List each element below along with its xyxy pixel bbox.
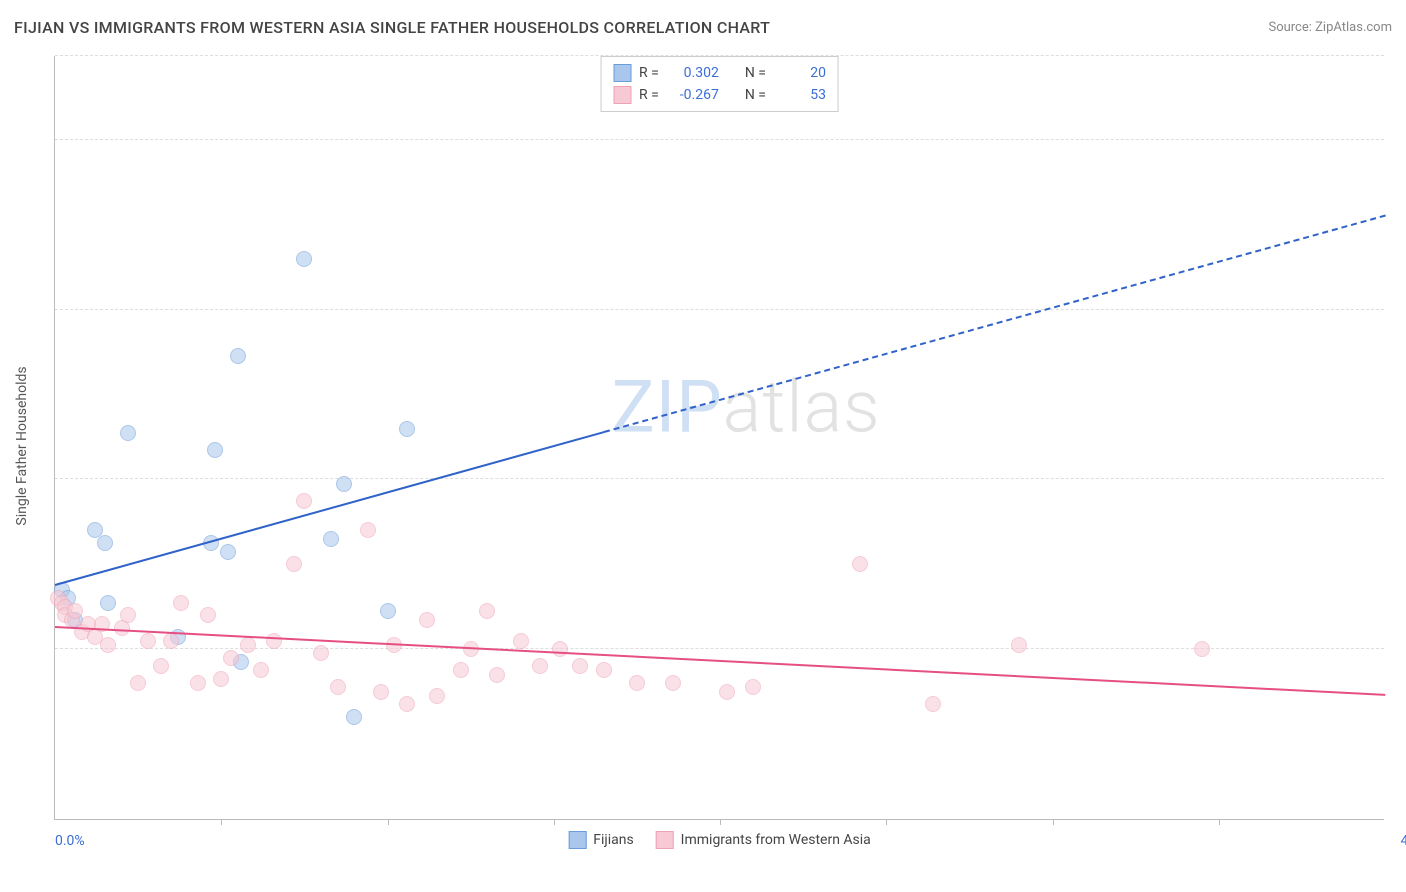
data-point xyxy=(429,688,445,704)
x-tick xyxy=(720,819,721,825)
data-point xyxy=(629,675,645,691)
data-point xyxy=(399,421,415,437)
legend-swatch xyxy=(613,86,631,104)
legend-r-label: R = xyxy=(639,87,659,103)
data-point xyxy=(346,709,362,725)
gridline xyxy=(55,139,1384,140)
data-point xyxy=(223,650,239,666)
data-point xyxy=(140,633,156,649)
legend-r-value: 0.302 xyxy=(667,65,719,81)
x-tick xyxy=(388,819,389,825)
data-point xyxy=(213,671,229,687)
data-point xyxy=(489,667,505,683)
gridline xyxy=(55,478,1384,479)
data-point xyxy=(719,684,735,700)
legend-swatch xyxy=(613,64,631,82)
data-point xyxy=(665,675,681,691)
data-point xyxy=(1011,637,1027,653)
correlation-legend: R = 0.302 N = 20 R = -0.267 N = 53 xyxy=(600,56,839,112)
legend-n-label: N = xyxy=(745,65,766,81)
data-point xyxy=(479,603,495,619)
legend-swatch xyxy=(568,831,586,849)
x-tick xyxy=(886,819,887,825)
y-tick-label: 6.0% xyxy=(1390,286,1406,302)
data-point xyxy=(67,603,83,619)
data-point xyxy=(163,633,179,649)
legend-row: R = 0.302 N = 20 xyxy=(613,62,826,84)
data-point xyxy=(266,633,282,649)
legend-series-name: Immigrants from Western Asia xyxy=(681,832,871,848)
data-point xyxy=(373,684,389,700)
legend-n-label: N = xyxy=(745,87,766,103)
data-point xyxy=(120,607,136,623)
legend-n-value: 53 xyxy=(774,87,826,103)
y-tick-label: 2.0% xyxy=(1390,625,1406,641)
data-point xyxy=(852,556,868,572)
data-point xyxy=(552,641,568,657)
x-tick xyxy=(221,819,222,825)
legend-r-value: -0.267 xyxy=(667,87,719,103)
data-point xyxy=(240,637,256,653)
trend-line xyxy=(603,214,1385,432)
data-point xyxy=(230,348,246,364)
data-point xyxy=(323,531,339,547)
data-point xyxy=(286,556,302,572)
data-point xyxy=(220,544,236,560)
data-point xyxy=(296,493,312,509)
x-tick-label: 0.0% xyxy=(55,833,85,849)
data-point xyxy=(130,675,146,691)
legend-item: Immigrants from Western Asia xyxy=(656,831,871,849)
data-point xyxy=(253,662,269,678)
data-point xyxy=(925,696,941,712)
gridline xyxy=(55,309,1384,310)
data-point xyxy=(207,442,223,458)
data-point xyxy=(596,662,612,678)
source-attribution: Source: ZipAtlas.com xyxy=(1268,20,1392,35)
data-point xyxy=(190,675,206,691)
data-point xyxy=(313,645,329,661)
x-tick-label: 40.0% xyxy=(1384,833,1406,849)
legend-row: R = -0.267 N = 53 xyxy=(613,84,826,106)
legend-series-name: Fijians xyxy=(593,832,633,848)
x-tick xyxy=(554,819,555,825)
data-point xyxy=(97,535,113,551)
data-point xyxy=(330,679,346,695)
y-axis-label: Single Father Households xyxy=(14,366,30,525)
data-point xyxy=(336,476,352,492)
watermark: ZIPatlas xyxy=(611,364,880,449)
legend-r-label: R = xyxy=(639,65,659,81)
series-legend: Fijians Immigrants from Western Asia xyxy=(568,831,871,849)
data-point xyxy=(1194,641,1210,657)
trend-line xyxy=(55,431,604,586)
data-point xyxy=(296,251,312,267)
legend-item: Fijians xyxy=(568,831,633,849)
data-point xyxy=(380,603,396,619)
data-point xyxy=(153,658,169,674)
data-point xyxy=(120,425,136,441)
data-point xyxy=(360,522,376,538)
data-point xyxy=(745,679,761,695)
data-point xyxy=(572,658,588,674)
x-tick xyxy=(1219,819,1220,825)
y-tick-label: 4.0% xyxy=(1390,455,1406,471)
y-tick-label: 8.0% xyxy=(1390,116,1406,132)
data-point xyxy=(100,637,116,653)
x-tick xyxy=(1053,819,1054,825)
data-point xyxy=(200,607,216,623)
data-point xyxy=(419,612,435,628)
data-point xyxy=(513,633,529,649)
chart-title: FIJIAN VS IMMIGRANTS FROM WESTERN ASIA S… xyxy=(14,18,770,37)
legend-n-value: 20 xyxy=(774,65,826,81)
scatter-plot: ZIPatlas R =0.302N =20R =-0.267N =53 Fij… xyxy=(54,56,1384,820)
data-point xyxy=(532,658,548,674)
legend-swatch xyxy=(656,831,674,849)
data-point xyxy=(173,595,189,611)
data-point xyxy=(100,595,116,611)
data-point xyxy=(453,662,469,678)
data-point xyxy=(399,696,415,712)
